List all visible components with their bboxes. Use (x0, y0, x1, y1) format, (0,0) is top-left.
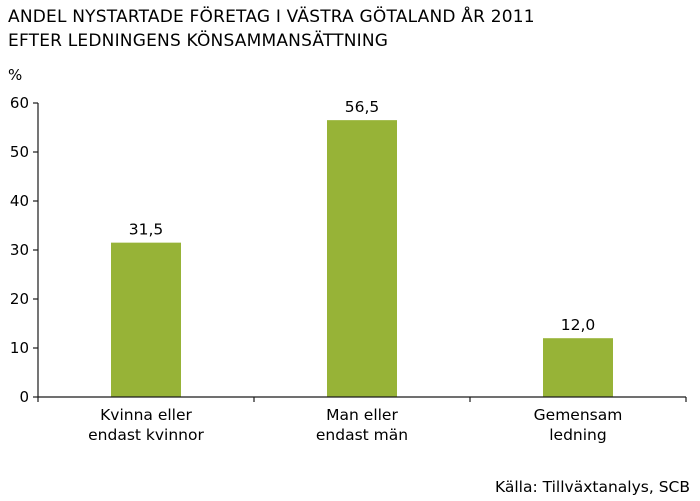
bar-value-label: 31,5 (129, 221, 164, 239)
y-tick-label: 20 (10, 290, 29, 308)
bar (543, 338, 613, 397)
x-axis: Kvinna eller endast kvinnor Man eller endas… (37, 396, 687, 444)
bar-value-label: 12,0 (561, 316, 596, 334)
source-note: Källa: Tillväxtanalys, SCB (495, 478, 690, 496)
x-category-label: endast kvinnor (88, 426, 204, 444)
y-tick-label: 40 (10, 192, 29, 210)
bar (327, 120, 397, 398)
y-tick-label: 0 (19, 388, 29, 406)
bars-group: 31,5 56,5 12,0 (111, 98, 613, 398)
bar-value-label: 56,5 (345, 98, 380, 116)
chart-title-line-1: ANDEL NYSTARTADE FÖRETAG I VÄSTRA GÖTALA… (8, 5, 535, 27)
x-category-label: Gemensam (534, 406, 623, 424)
bar (111, 242, 181, 397)
y-tick-label: 60 (10, 94, 29, 112)
y-axis: 0 10 20 30 40 50 60 (10, 94, 39, 406)
y-tick-label: 50 (10, 143, 29, 161)
x-category-label: ledning (549, 426, 606, 444)
x-category-label: Man eller (326, 406, 398, 424)
y-axis-unit-label: % (8, 66, 22, 84)
x-category-label: Kvinna eller (100, 406, 192, 424)
x-category-label: endast män (316, 426, 408, 444)
y-tick-label: 10 (10, 339, 29, 357)
y-tick-label: 30 (10, 241, 29, 259)
chart-title-line-2: EFTER LEDNINGENS KÖNSAMMANSÄTTNING (8, 29, 388, 51)
